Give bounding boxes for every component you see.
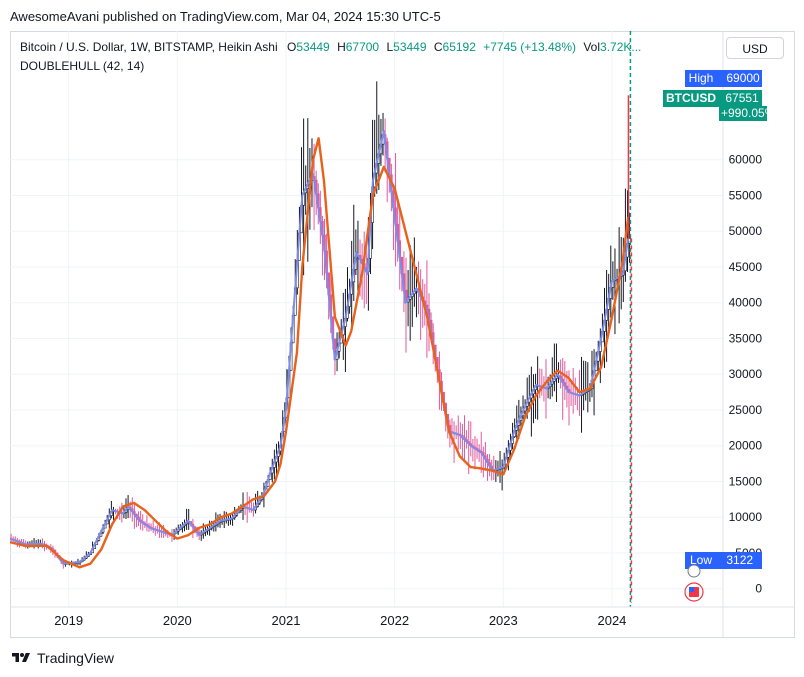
footer-brand[interactable]: TradingView (37, 650, 115, 666)
legend-low-key: L (386, 40, 394, 54)
y-tick-label: 30000 (729, 367, 763, 381)
legend-vol-key: Vol (583, 40, 601, 54)
grid-lines (10, 31, 723, 607)
x-tick-label: 2024 (597, 613, 626, 628)
x-tick-label: 2020 (163, 613, 192, 628)
y-tick-label: 25000 (729, 403, 763, 417)
last-value: 67551 (725, 91, 759, 105)
legend-indicator: DOUBLEHULL (42, 14) (20, 59, 145, 73)
legend-low: 53449 (393, 40, 427, 54)
high-value: 69000 (726, 71, 760, 85)
chart-frame (10, 31, 795, 638)
footer: TradingView (10, 648, 114, 668)
legend-open: 53449 (296, 40, 330, 54)
tradingview-logo-icon[interactable] (10, 651, 32, 665)
y-tick-label: 0 (755, 582, 762, 596)
last-change-tag: +990.05% (719, 106, 775, 121)
y-tick-label: 40000 (729, 296, 763, 310)
legend-change: +7745 (+13.48%) (483, 40, 576, 54)
x-tick-label: 2019 (54, 613, 83, 628)
legend-close-key: C (433, 40, 443, 54)
y-tick-label: 55000 (729, 188, 763, 202)
high-label: High (688, 71, 714, 85)
halving-event-icon[interactable] (687, 564, 701, 578)
x-tick-label: 2021 (272, 613, 301, 628)
axes: 0500010000150002000025000300003500040000… (10, 31, 795, 638)
y-tick-label: 50000 (729, 224, 763, 238)
y-tick-label: 45000 (729, 260, 763, 274)
y-tick-label: 60000 (729, 153, 763, 167)
chart-legend: Bitcoin / U.S. Dollar, 1W, BITSTAMP, Hei… (20, 38, 645, 76)
legend-high-key: H (337, 40, 346, 54)
publisher-line: AwesomeAvani published on TradingView.co… (10, 9, 441, 24)
high-tag: High 69000 (685, 70, 762, 87)
last-price-tag: BTCUSD 67551 (663, 90, 762, 107)
low-label: Low (689, 553, 712, 567)
currency-button[interactable]: USD (726, 37, 784, 59)
y-tick-label: 20000 (729, 439, 763, 453)
low-value: 3122 (726, 553, 754, 567)
legend-symbol-row[interactable]: Bitcoin / U.S. Dollar, 1W, BITSTAMP, Hei… (20, 38, 645, 57)
x-tick-label: 2022 (380, 613, 409, 628)
y-tick-label: 15000 (729, 474, 763, 488)
indicator-line-fast (10, 130, 630, 565)
legend-indicator-row[interactable]: DOUBLEHULL (42, 14) (20, 57, 645, 76)
low-tag: Low 3122 (685, 552, 762, 569)
legend-vol: 3.72K... (600, 40, 642, 54)
legend-open-key: O (287, 40, 297, 54)
legend-symbol: Bitcoin / U.S. Dollar, 1W, BITSTAMP, Hei… (20, 40, 278, 54)
y-tick-label: 10000 (729, 510, 763, 524)
last-change: +990.05% (721, 106, 776, 120)
price-chart[interactable]: 0500010000150002000025000300003500040000… (10, 31, 795, 638)
flag-canton (689, 587, 694, 592)
event-markers[interactable] (683, 564, 705, 604)
indicator-lines (10, 31, 633, 607)
y-tick-label: 35000 (729, 331, 763, 345)
last-symbol: BTCUSD (666, 91, 716, 105)
legend-high: 67700 (345, 40, 380, 54)
indicator-line-slow (10, 137, 630, 569)
x-tick-label: 2023 (489, 613, 518, 628)
legend-close: 65192 (442, 40, 476, 54)
